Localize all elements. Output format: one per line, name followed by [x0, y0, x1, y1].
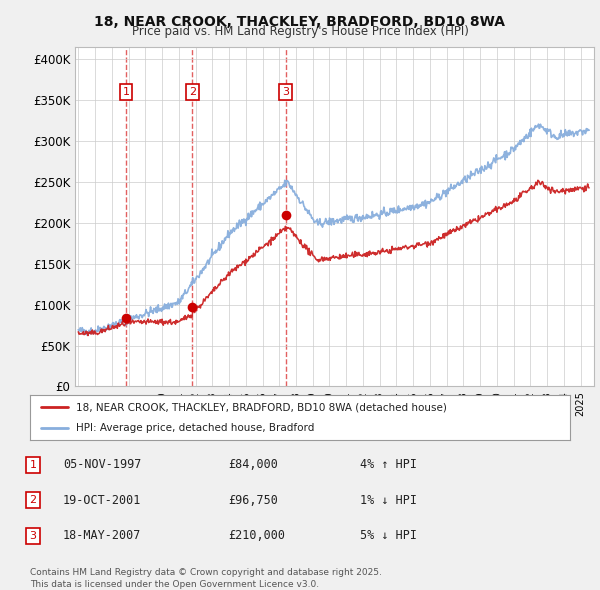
Text: 2: 2	[29, 496, 37, 505]
Text: 1: 1	[29, 460, 37, 470]
Text: Contains HM Land Registry data © Crown copyright and database right 2025.
This d: Contains HM Land Registry data © Crown c…	[30, 568, 382, 589]
Text: Price paid vs. HM Land Registry's House Price Index (HPI): Price paid vs. HM Land Registry's House …	[131, 25, 469, 38]
Text: £84,000: £84,000	[228, 458, 278, 471]
Text: 3: 3	[282, 87, 289, 97]
Text: 05-NOV-1997: 05-NOV-1997	[63, 458, 142, 471]
Text: 1: 1	[122, 87, 130, 97]
Text: 1% ↓ HPI: 1% ↓ HPI	[360, 494, 417, 507]
Text: 18, NEAR CROOK, THACKLEY, BRADFORD, BD10 8WA: 18, NEAR CROOK, THACKLEY, BRADFORD, BD10…	[95, 15, 505, 29]
Text: 19-OCT-2001: 19-OCT-2001	[63, 494, 142, 507]
Text: £96,750: £96,750	[228, 494, 278, 507]
Text: HPI: Average price, detached house, Bradford: HPI: Average price, detached house, Brad…	[76, 422, 314, 432]
Text: 4% ↑ HPI: 4% ↑ HPI	[360, 458, 417, 471]
Text: 3: 3	[29, 531, 37, 540]
Text: 18-MAY-2007: 18-MAY-2007	[63, 529, 142, 542]
Text: 2: 2	[188, 87, 196, 97]
Text: 5% ↓ HPI: 5% ↓ HPI	[360, 529, 417, 542]
Text: 18, NEAR CROOK, THACKLEY, BRADFORD, BD10 8WA (detached house): 18, NEAR CROOK, THACKLEY, BRADFORD, BD10…	[76, 402, 447, 412]
Text: £210,000: £210,000	[228, 529, 285, 542]
